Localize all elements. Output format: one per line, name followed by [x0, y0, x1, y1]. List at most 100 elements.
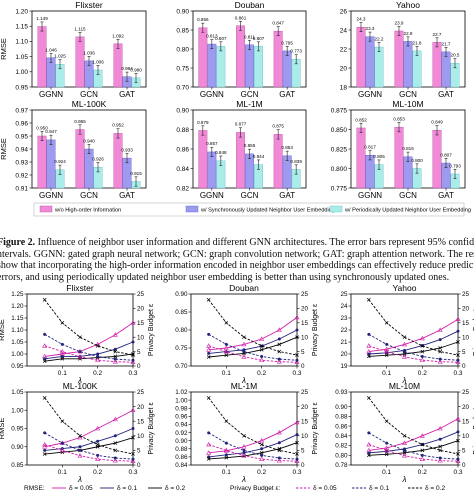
y-tick-label: 0.90	[11, 444, 24, 451]
point-marker	[131, 353, 135, 357]
y-tick-label: 1.05	[11, 339, 24, 346]
y-tick-label: 24	[340, 27, 348, 34]
y-tick-label: 0.85	[176, 27, 189, 34]
data-label: 0.924	[54, 159, 66, 164]
point-marker	[294, 314, 300, 320]
data-label: 0.807	[253, 36, 265, 41]
rmse-line	[368, 440, 459, 456]
bar	[245, 44, 254, 88]
data-label: 0.773	[290, 49, 302, 54]
data-label: 0.933	[121, 147, 133, 152]
budget-line	[368, 299, 459, 356]
point-marker	[42, 444, 48, 449]
rmse-line	[208, 329, 298, 354]
y2-tick-label: 25	[301, 389, 309, 396]
y2-tick-label: 10	[462, 334, 470, 341]
y2-tick-label: 25	[462, 291, 470, 298]
y2-tick-label: 20	[462, 306, 470, 313]
y-tick-label: 0.90	[335, 404, 348, 411]
point-marker	[96, 354, 100, 358]
y-tick-label: 22	[340, 46, 348, 53]
point-marker	[276, 429, 282, 435]
legend-swatch	[39, 205, 53, 213]
x-tick-label: 0.2	[418, 370, 427, 377]
y2-axis-label: Privacy Budget ε	[312, 402, 319, 454]
y-tick-label: 0.775	[331, 185, 348, 192]
point-marker	[78, 448, 82, 452]
x-axis-label: λ	[402, 475, 407, 484]
bar	[216, 46, 226, 88]
data-label: 0.980	[130, 67, 142, 72]
data-label: 0.857	[206, 141, 218, 146]
x-tick-label: GCN	[399, 90, 417, 99]
budget-line	[368, 397, 459, 455]
point-marker	[241, 354, 247, 359]
point-marker	[206, 441, 212, 447]
y-tick-label: 0.93	[335, 389, 348, 396]
y-tick-label: 0.86	[335, 423, 348, 430]
y-tick-label: 0.90	[176, 107, 189, 114]
chart-title: Yahoo	[396, 0, 420, 10]
data-label: 0.847	[272, 21, 284, 26]
point-marker	[456, 452, 460, 456]
point-marker	[456, 358, 460, 362]
point-marker	[455, 458, 461, 464]
budget-line	[208, 333, 298, 361]
data-label: 20.5	[451, 53, 460, 58]
point-marker	[295, 328, 299, 332]
rmse-line	[368, 341, 459, 357]
point-marker	[384, 419, 389, 424]
point-marker	[112, 458, 118, 463]
rmse-line	[44, 341, 134, 360]
point-marker	[60, 441, 64, 445]
y-tick-label: 0.94	[15, 146, 28, 153]
point-marker	[130, 359, 136, 365]
budget-line	[44, 397, 134, 455]
y2-tick-label: 20	[137, 306, 145, 313]
point-marker	[77, 435, 83, 440]
legend-label: RMSE:	[24, 485, 45, 492]
data-label: 0.848	[215, 150, 227, 155]
chart-title: Flixster	[75, 0, 103, 10]
data-label: 0.955	[74, 119, 86, 124]
y-tick-label: 21	[340, 339, 348, 346]
point-marker	[456, 457, 460, 461]
y-tick-label: 0.80	[176, 46, 189, 53]
point-marker	[60, 356, 65, 361]
point-marker	[207, 431, 211, 435]
point-marker	[366, 395, 371, 400]
point-marker	[241, 453, 247, 458]
y-tick-label: 0.97	[15, 107, 28, 114]
line-panel-6: ML-10M 0.78 0.80 0.82 0.84 0.86 0.88 0.90 0.93 0 5…	[335, 381, 474, 484]
y-tick-label: 19	[340, 363, 348, 370]
point-marker	[241, 444, 247, 449]
point-marker	[42, 441, 48, 447]
point-marker	[420, 453, 424, 457]
point-marker	[130, 320, 136, 325]
bar	[75, 36, 85, 88]
point-marker	[224, 342, 228, 346]
x-tick-label: 0.3	[453, 370, 462, 377]
y-tick-label: 1.15	[15, 24, 28, 31]
point-marker	[206, 395, 211, 400]
point-marker	[242, 433, 246, 438]
x-axis-label: λ	[77, 475, 82, 484]
point-marker	[112, 359, 118, 364]
y2-axis-label: Privacy Budget ε	[148, 402, 155, 454]
y2-tick-label: 5	[462, 448, 466, 455]
y-tick-label: 0.875	[331, 107, 348, 114]
point-marker	[401, 354, 408, 359]
point-marker	[456, 353, 460, 357]
data-label: 0.984	[121, 66, 133, 71]
x-tick-label: GGNN	[200, 90, 224, 99]
y-tick-label: 0.88	[335, 414, 348, 421]
point-marker	[224, 455, 229, 460]
plot-frame	[26, 391, 134, 466]
bar	[254, 46, 263, 88]
point-marker	[78, 445, 82, 449]
x-tick-label: 0.2	[418, 469, 427, 476]
data-label: 0.793	[449, 163, 461, 168]
x-axis-label: λ	[241, 475, 246, 484]
point-marker	[295, 457, 299, 461]
y-tick-label: 20	[340, 351, 348, 358]
